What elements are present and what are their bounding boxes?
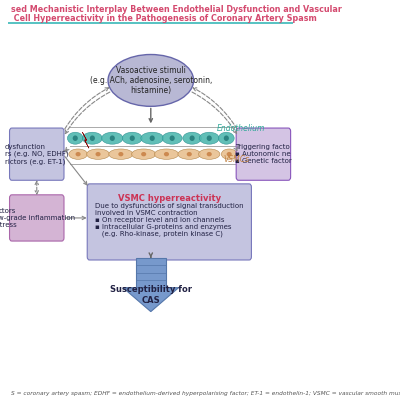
Ellipse shape [224, 136, 229, 141]
Text: VSMC hyperreactivity: VSMC hyperreactivity [118, 194, 221, 203]
Ellipse shape [96, 152, 101, 156]
FancyBboxPatch shape [10, 195, 64, 241]
Ellipse shape [207, 152, 212, 156]
Ellipse shape [170, 136, 175, 141]
Text: Susceptibility for
CAS: Susceptibility for CAS [110, 285, 192, 304]
Ellipse shape [164, 152, 169, 156]
Polygon shape [82, 132, 89, 148]
Ellipse shape [187, 152, 192, 156]
Ellipse shape [207, 136, 212, 141]
Text: Due to dysfunctions of signal transduction
involved in VSMC contraction
▪ On rec: Due to dysfunctions of signal transducti… [95, 203, 244, 238]
Ellipse shape [132, 149, 156, 159]
Ellipse shape [76, 152, 81, 156]
Ellipse shape [227, 152, 232, 156]
Ellipse shape [198, 149, 220, 159]
Ellipse shape [221, 149, 237, 159]
Ellipse shape [122, 132, 142, 144]
Text: VSMCs: VSMCs [224, 155, 250, 164]
Ellipse shape [102, 132, 123, 144]
Ellipse shape [150, 136, 155, 141]
Polygon shape [123, 288, 178, 312]
Ellipse shape [108, 54, 194, 106]
Text: Cell Hyperreactivity in the Pathogenesis of Coronary Artery Spasm: Cell Hyperreactivity in the Pathogenesis… [11, 14, 317, 23]
FancyBboxPatch shape [236, 128, 291, 180]
Ellipse shape [183, 132, 201, 144]
FancyBboxPatch shape [87, 184, 252, 260]
Ellipse shape [110, 136, 115, 141]
Text: Endothelium: Endothelium [216, 124, 265, 133]
Ellipse shape [109, 149, 133, 159]
Ellipse shape [141, 132, 164, 144]
Ellipse shape [154, 149, 178, 159]
Ellipse shape [69, 149, 87, 159]
Text: Triggering facto
▪ Autonomic ne
▪ Genetic factor: Triggering facto ▪ Autonomic ne ▪ Geneti… [235, 144, 292, 164]
Ellipse shape [82, 132, 102, 144]
Text: Vasoactive stimuli
(e.g. ACh, adenosine, serotonin,
histamine): Vasoactive stimuli (e.g. ACh, adenosine,… [90, 66, 212, 95]
Ellipse shape [199, 132, 219, 144]
Text: dysfunction
rs (e.g. NO, EDHF)
rictors (e.g. ET-1): dysfunction rs (e.g. NO, EDHF) rictors (… [5, 144, 68, 165]
Ellipse shape [162, 132, 182, 144]
Text: sed Mechanistic Interplay Between Endothelial Dysfunction and Vascular: sed Mechanistic Interplay Between Endoth… [11, 6, 342, 14]
FancyBboxPatch shape [10, 128, 64, 180]
Ellipse shape [178, 149, 201, 159]
Ellipse shape [68, 132, 83, 144]
Polygon shape [136, 258, 166, 288]
Ellipse shape [190, 136, 195, 141]
Ellipse shape [90, 136, 95, 141]
Ellipse shape [118, 152, 124, 156]
Ellipse shape [141, 152, 146, 156]
Ellipse shape [218, 132, 234, 144]
Ellipse shape [73, 136, 78, 141]
Text: ctors
w-grade inflammation
ttress: ctors w-grade inflammation ttress [0, 208, 75, 228]
Text: S = coronary artery spasm; EDHF = endothelium-derived hyperpolarising factor; ET: S = coronary artery spasm; EDHF = endoth… [11, 391, 400, 396]
Ellipse shape [130, 136, 135, 141]
Ellipse shape [87, 149, 110, 159]
